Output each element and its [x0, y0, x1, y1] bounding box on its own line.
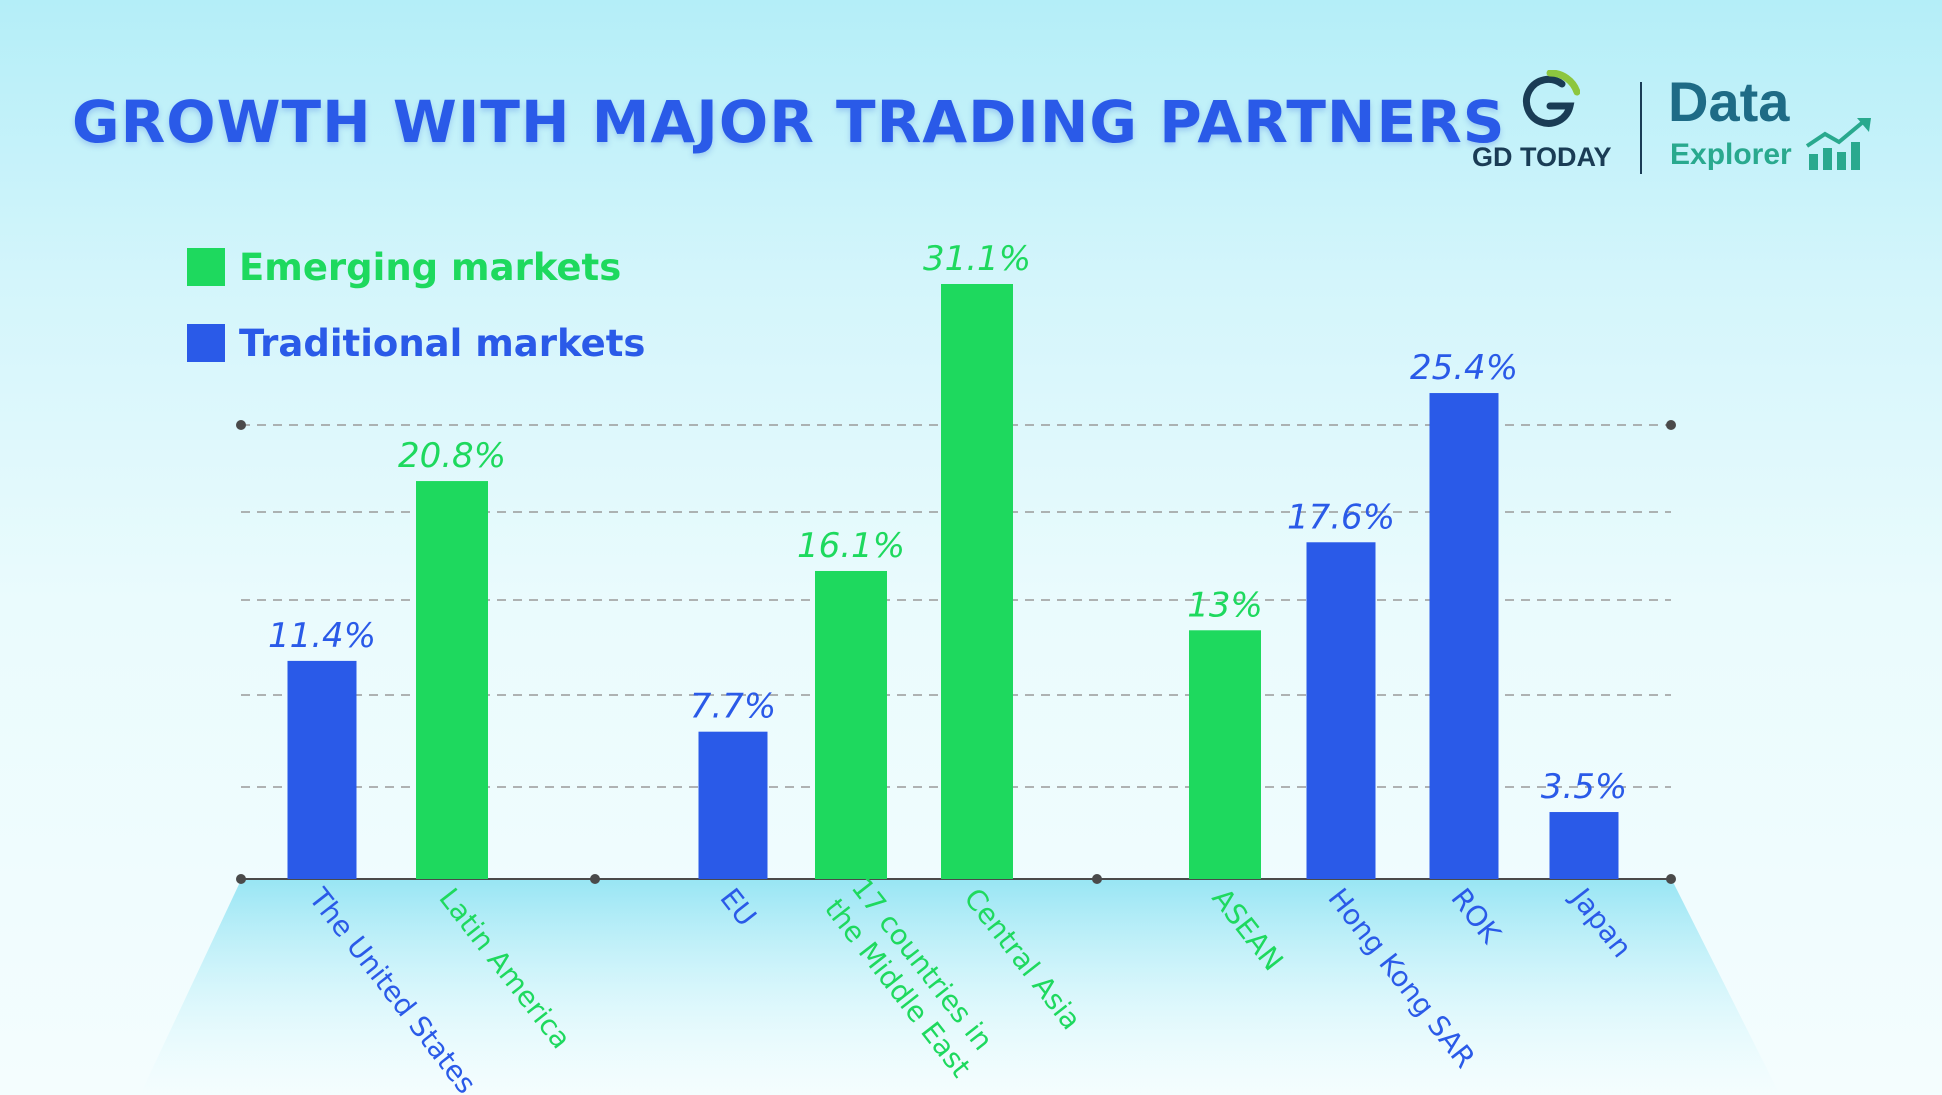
- data-explorer-wordmark: Data: [1668, 70, 1790, 133]
- chart-floor: [140, 880, 1780, 1095]
- gd-today-wordmark: GD TODAY: [1472, 142, 1612, 172]
- value-label-6: 17.6%: [1287, 497, 1395, 537]
- axis-dot-5: [1666, 874, 1676, 884]
- axis-dot-3: [590, 874, 600, 884]
- bar-0: [287, 660, 357, 879]
- value-label-5: 13%: [1187, 585, 1263, 625]
- page-title: GROWTH WITH MAJOR TRADING PARTNERS: [72, 88, 1506, 156]
- legend-swatch-traditional: [187, 324, 225, 362]
- explorer-wordmark: Explorer: [1670, 138, 1792, 171]
- legend-emerging: Emerging markets: [187, 245, 622, 289]
- value-label-7: 25.4%: [1410, 348, 1518, 388]
- value-label-2: 7.7%: [690, 687, 776, 727]
- value-label-4: 31.1%: [923, 239, 1031, 279]
- bar-3: [815, 570, 887, 879]
- bar-4: [941, 284, 1013, 879]
- value-labels: 11.4% 20.8% 7.7% 16.1% 31.1% 13% 17.6% 25.4% 3.5…: [268, 239, 1627, 807]
- axis-dot-1: [1666, 420, 1676, 430]
- bars: [287, 284, 1619, 879]
- bar-7: [1429, 393, 1499, 879]
- gd-today-logo-icon: [1523, 70, 1580, 127]
- axis-markers: [236, 420, 1676, 884]
- brand-divider: [1640, 82, 1642, 174]
- value-label-8: 3.5%: [1541, 767, 1627, 807]
- bar-8: [1549, 812, 1619, 879]
- brand-logos: GD TODAY Data Explorer: [1460, 70, 1880, 180]
- value-label-3: 16.1%: [797, 526, 905, 566]
- axis-dot-0: [236, 420, 246, 430]
- bar-2: [698, 731, 768, 879]
- legend-label-emerging: Emerging markets: [239, 245, 622, 289]
- bar-1: [416, 481, 488, 879]
- legend-swatch-emerging: [187, 248, 225, 286]
- legend-label-traditional: Traditional markets: [239, 321, 646, 365]
- axis-dot-2: [236, 874, 246, 884]
- axis-dot-4: [1092, 874, 1102, 884]
- value-label-0: 11.4%: [268, 616, 376, 656]
- growth-chart-icon: [1805, 118, 1871, 170]
- legend-traditional: Traditional markets: [187, 321, 646, 365]
- bar-5: [1189, 630, 1261, 879]
- bar-6: [1306, 542, 1376, 879]
- value-label-1: 20.8%: [398, 436, 506, 476]
